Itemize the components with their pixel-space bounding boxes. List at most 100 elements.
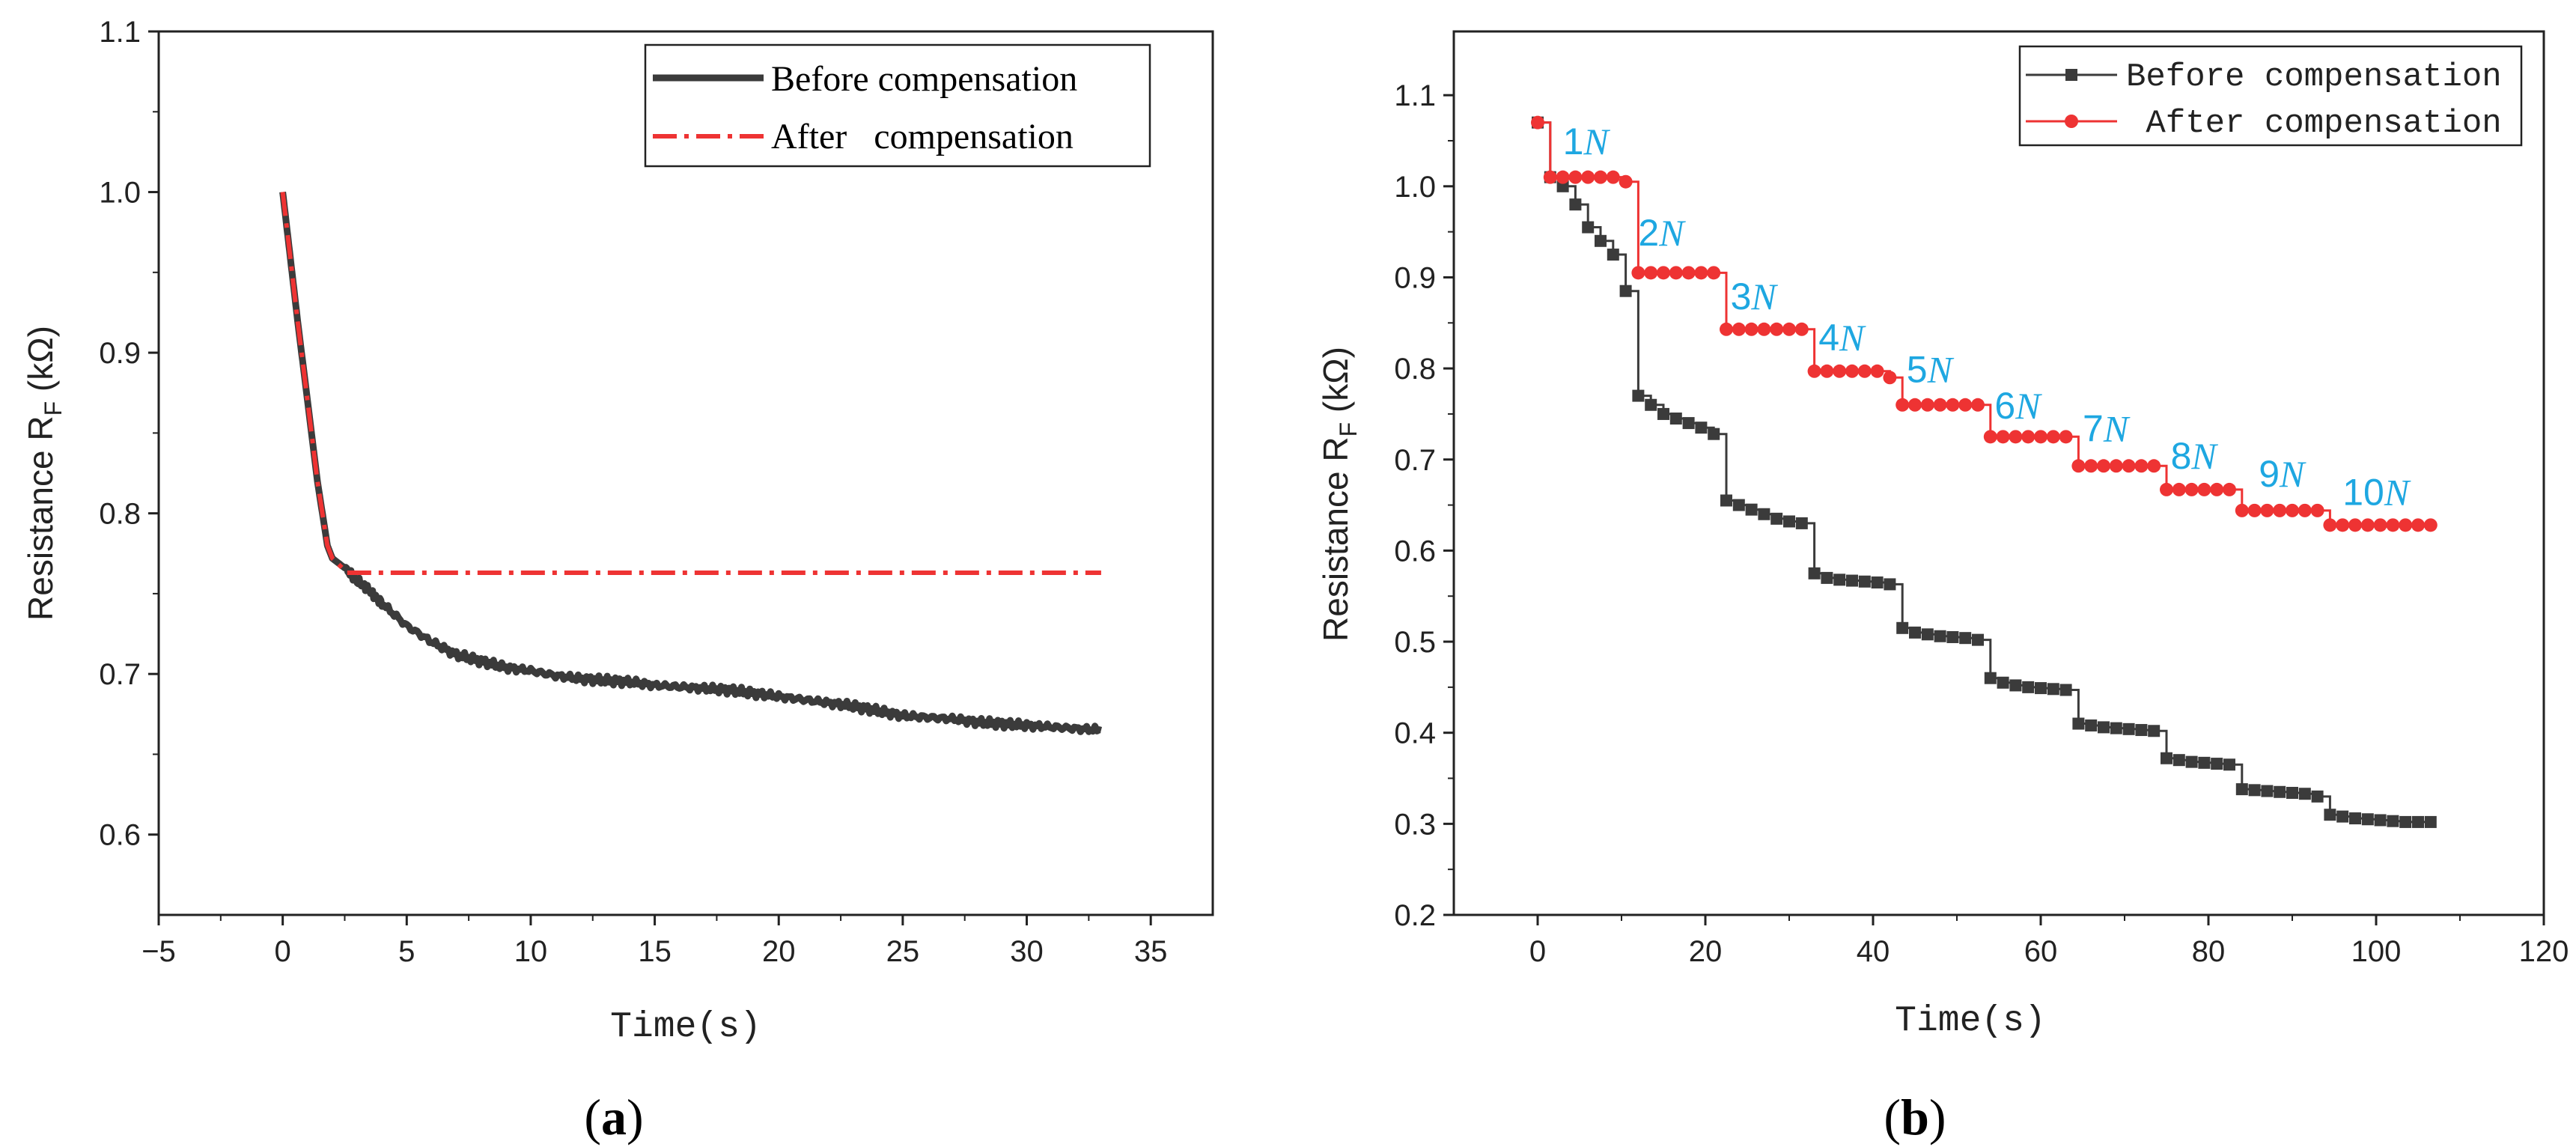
chart-b-xtick-label: 0 [1529,935,1546,968]
chart-b-after-point [2046,430,2060,444]
chart-a-xtick-label: 10 [514,935,548,968]
chart-b-after-point [1845,364,1859,378]
chart-b-force-label: 1N [1563,121,1611,162]
chart-b-after-point [1782,322,1796,336]
chart-b-before-point [1997,676,2009,689]
chart-b-legend-marker-before [2065,69,2077,81]
chart-a-xtick-label: −5 [141,935,176,968]
chart-b-before-point [2349,812,2361,825]
chart-b-before-point [1984,672,1997,684]
chart-b-before-point [1884,578,1896,591]
chart-b-after-point [1556,170,1570,184]
chart-b-after-point [2323,518,2337,532]
chart-a-legend-box [644,43,1151,168]
chart-b-before-point [2361,813,2374,826]
chart-b-after-point [2197,482,2211,496]
chart-b-after-point [1757,322,1771,336]
chart-b-after-point [2147,459,2161,473]
chart-b-after-point [1732,322,1746,336]
chart-b-before-point [1669,413,1682,425]
chart-b-force-label: 5N [1907,348,1955,390]
chart-b-after-point [1619,174,1633,189]
chart-b-before-point [2085,719,2098,731]
chart-b-before-point [1770,512,1783,525]
chart-b-ylabel: Resistance RF (kΩ) [1316,347,1362,642]
chart-b-ytick-label: 0.6 [1394,535,1436,568]
chart-b-before-point [1732,499,1745,511]
chart-b-after-point [2160,482,2173,496]
chart-b-after-point [2235,503,2249,517]
chart-b-legend-box [2018,45,2523,147]
chart-a-legend-after: After compensation [771,117,1074,156]
chart-a-series-before-line [279,191,1103,735]
chart-a-xtick-label: 5 [398,935,415,968]
chart-b-after-point [1606,170,1620,184]
chart-b-xtick-label: 40 [1857,935,1890,968]
chart-b-after-point [2084,459,2098,473]
chart-b-after-point [1807,364,1821,378]
chart-b-ytick-label: 0.4 [1394,717,1436,750]
chart-b-xlabel: Time(s) [1895,1001,2046,1041]
chart-b-after-point [2097,459,2110,473]
chart-b: 0.2 0.3 0.4 0.5 0.6 0.7 0.8 0.9 1.0 1.1 0 20 40 60 80… [1316,30,2569,1146]
chart-a-ytick-label: 0.6 [99,819,141,852]
chart-b-before-point [1745,503,1758,516]
chart-a-ylabel-unit: (kΩ) [21,326,60,401]
chart-a-xtick-label: 30 [1010,935,1044,968]
chart-b-after-point [1531,115,1544,130]
chart-b-before-point [1808,567,1821,579]
chart-b-before-point [2022,681,2035,693]
chart-a-ytick-label: 0.9 [99,337,141,370]
chart-a-series-after-line [280,192,1101,575]
chart-a-xlabel: Time(s) [610,1007,761,1047]
chart-a-xtick-label: 0 [275,935,291,968]
chart-b-before-point [2110,722,2122,734]
chart-b-force-label: 10N [2342,472,2411,514]
chart-b-before-point [2059,684,2072,696]
chart-b-after-point [2399,518,2413,532]
chart-b-xtick-label: 60 [2024,935,2058,968]
chart-b-before-point [2399,815,2412,828]
chart-b-before-point [2286,786,2298,799]
chart-b-xtick-label: 20 [1689,935,1723,968]
chart-b-ylabel-unit: (kΩ) [1316,347,1355,422]
chart-b-before-point [1632,389,1645,402]
chart-b-x-axis: 0 20 40 60 80 100 120 [1529,915,2569,968]
chart-b-before-point [2198,756,2211,769]
chart-b-before-point [2098,721,2110,734]
chart-b-after-point [1568,170,1583,184]
chart-b-before-point [1795,517,1808,529]
chart-b-before-point [2135,724,2148,737]
chart-b-before-point [2412,815,2424,828]
chart-b-xtick-label: 100 [2351,935,2402,968]
panel-a-label: (a) [584,1089,643,1146]
chart-b-before-point [2298,788,2311,800]
chart-b-after-point [2247,503,2262,517]
chart-b-after-point [2423,518,2438,532]
panel-b-label: (b) [1884,1089,1946,1146]
chart-b-before-point [2261,785,2274,797]
chart-b-after-point [1694,266,1708,280]
chart-a-ytick-label: 0.7 [99,658,141,691]
chart-b-before-point [1959,632,1972,645]
chart-b-before-point [1695,422,1708,434]
chart-b-before-point [1846,574,1858,587]
chart-b-before-point [1607,249,1619,261]
chart-b-before-point [1657,407,1669,420]
chart-b-ylabel-main: Resistance R [1316,436,1355,642]
chart-b-before-point [1783,515,1795,528]
chart-b-before-point [2235,783,2248,796]
chart-a: 0.6 0.7 0.8 0.9 1.0 1.1 −5 0 5 10 15 20 25 30 35 Resi… [21,16,1214,1146]
chart-b-before-point [1682,417,1695,430]
chart-b-series [1531,115,2438,828]
chart-b-after-point [2260,503,2274,517]
chart-a-ytick-label: 1.1 [99,16,141,49]
chart-b-force-label: 6N [1994,385,2042,427]
chart-b-force-label: 3N [1731,276,1779,317]
chart-b-force-label: 7N [2083,407,2131,449]
chart-b-after-point [2336,518,2350,532]
chart-b-before-point [2047,683,2059,696]
chart-a-xtick-label: 25 [886,935,920,968]
chart-b-after-point [1707,266,1721,280]
